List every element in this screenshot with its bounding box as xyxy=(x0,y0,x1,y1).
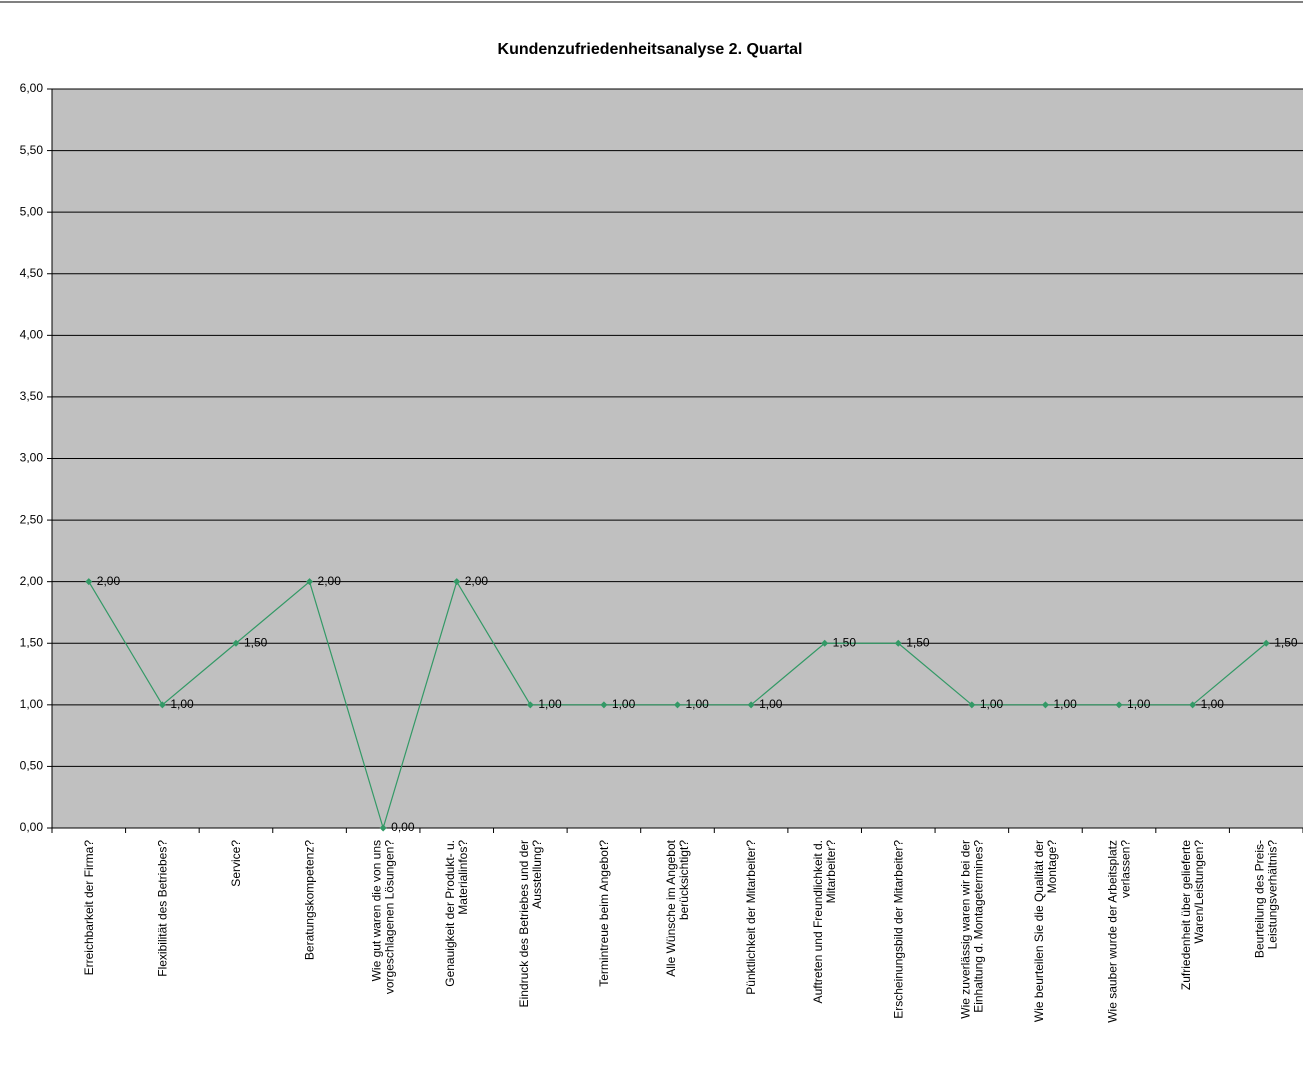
marker xyxy=(894,639,902,647)
data-label: 1,00 xyxy=(612,697,636,711)
x-tick-label: Erreichbarkeit der Firma? xyxy=(82,840,96,976)
x-tick-label: Termintreue beim Angebot? xyxy=(597,840,611,987)
y-tick-label: 5,00 xyxy=(20,204,44,218)
x-tick-label: Eindruck des Betriebes und derAusstellun… xyxy=(517,840,544,1008)
data-label: 1,00 xyxy=(1127,697,1151,711)
x-tick-label: Genauigkeit der Produkt- u.Materialinfos… xyxy=(443,840,470,987)
y-tick-label: 1,00 xyxy=(20,697,44,711)
y-tick-label: 0,50 xyxy=(20,759,44,773)
data-label: 1,50 xyxy=(244,635,268,649)
x-tick-label: Service? xyxy=(229,840,243,887)
data-label: 1,50 xyxy=(833,635,857,649)
x-tick-label: Pünktlichkeit der Mitarbeiter? xyxy=(744,840,758,995)
marker xyxy=(85,578,93,586)
x-tick-label: Beurteilung des Preis-Leistungsverhältni… xyxy=(1253,840,1280,958)
data-label: 1,00 xyxy=(759,697,783,711)
x-tick-label: Auftreten und Freundlichkeit d.Mitarbeit… xyxy=(811,840,838,1004)
data-label: 0,00 xyxy=(391,820,415,834)
marker xyxy=(600,701,608,709)
x-tick-label: Wie zuverlässig waren wir bei derEinhalt… xyxy=(958,840,985,1019)
marker xyxy=(674,701,681,709)
marker xyxy=(379,824,387,832)
data-label: 2,00 xyxy=(465,574,489,588)
marker xyxy=(1041,701,1049,709)
x-tick-label: Wie sauber wurde der Arbeitsplatzverlass… xyxy=(1106,840,1133,1023)
marker xyxy=(158,701,166,709)
data-label: 1,50 xyxy=(906,635,930,649)
marker xyxy=(526,701,534,709)
x-tick-label: Alle Wünsche im Angebotberücksichtigt? xyxy=(664,839,691,976)
x-tick-label: Flexibilität des Betriebes? xyxy=(155,840,169,977)
data-label: 2,00 xyxy=(318,574,342,588)
x-tick-label: Zufriedenheit über gelieferteWaren/Leist… xyxy=(1179,840,1206,990)
marker xyxy=(453,578,461,586)
data-label: 1,00 xyxy=(170,697,194,711)
y-tick-label: 4,00 xyxy=(20,328,44,342)
y-tick-label: 2,50 xyxy=(20,512,44,526)
data-label: 1,00 xyxy=(538,697,562,711)
y-tick-label: 1,50 xyxy=(20,635,44,649)
marker xyxy=(232,639,240,647)
y-tick-label: 0,00 xyxy=(20,820,44,834)
marker xyxy=(821,639,829,647)
y-tick-label: 3,00 xyxy=(20,451,44,465)
data-label: 1,50 xyxy=(1274,635,1298,649)
y-tick-label: 3,50 xyxy=(20,389,44,403)
data-label: 1,00 xyxy=(1053,697,1077,711)
data-label: 1,00 xyxy=(1201,697,1225,711)
marker xyxy=(1189,701,1197,709)
y-tick-label: 4,50 xyxy=(20,266,44,280)
marker xyxy=(1115,701,1123,709)
marker xyxy=(1262,639,1270,647)
x-tick-label: Wie beurteilen Sie die Qualität derMonta… xyxy=(1032,840,1059,1022)
data-label: 1,00 xyxy=(686,697,710,711)
x-tick-label: Beratungskompetenz? xyxy=(303,840,317,960)
marker xyxy=(968,701,976,709)
x-tick-label: Wie gut waren die von unsvorgeschlagenen… xyxy=(370,840,397,994)
y-tick-label: 5,50 xyxy=(20,143,44,157)
marker xyxy=(306,578,314,586)
y-tick-label: 2,00 xyxy=(20,574,44,588)
data-label: 2,00 xyxy=(97,574,121,588)
x-tick-label: Erscheinungsbild der Mitarbeiter? xyxy=(891,840,905,1019)
data-label: 1,00 xyxy=(980,697,1004,711)
y-tick-label: 6,00 xyxy=(20,81,44,95)
chart-title: Kundenzufriedenheitsanalyse 2. Quartal xyxy=(498,41,803,58)
marker xyxy=(747,701,755,709)
